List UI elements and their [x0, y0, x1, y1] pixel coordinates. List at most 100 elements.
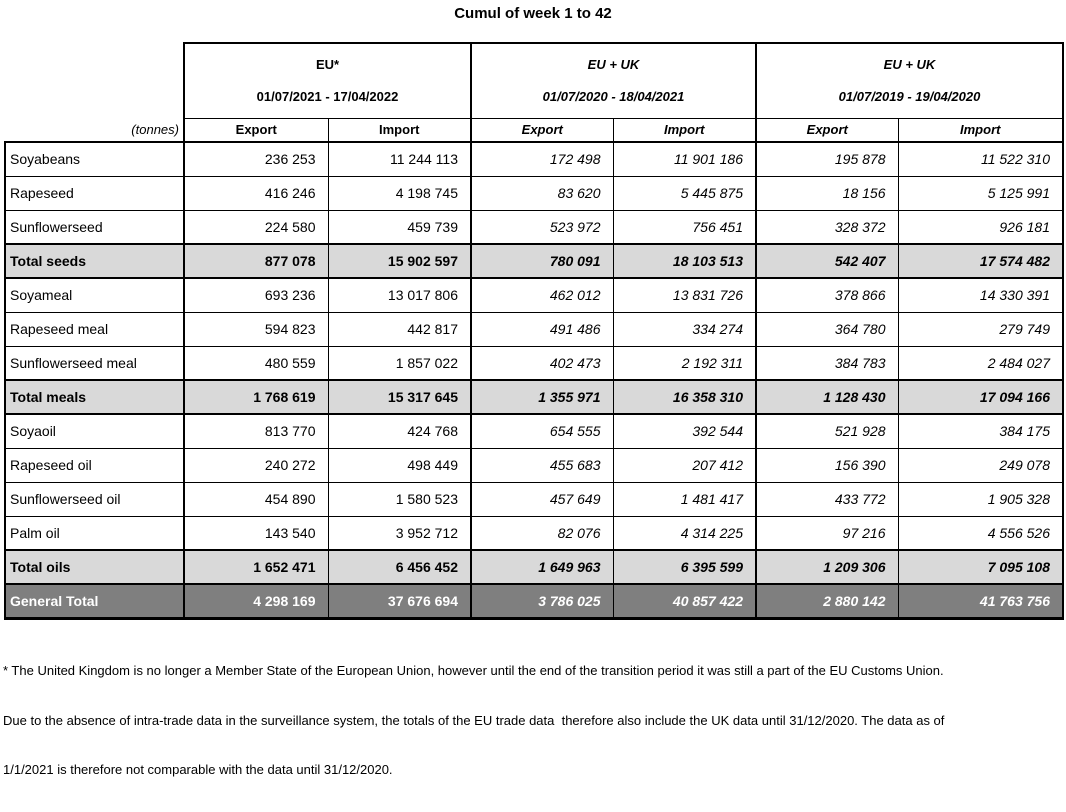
- value-cell: 1 209 306: [755, 549, 899, 585]
- value-cell: 392 544: [612, 413, 757, 449]
- value-cell: 2 192 311: [612, 345, 757, 381]
- value-cell: 454 890: [183, 481, 329, 517]
- value-cell: 813 770: [183, 413, 329, 449]
- value-cell: 523 972: [470, 209, 614, 245]
- value-cell: 1 905 328: [897, 481, 1064, 517]
- value-cell: 4 198 745: [327, 175, 472, 211]
- value-cell: 11 522 310: [897, 141, 1064, 177]
- value-cell: 442 817: [327, 311, 472, 347]
- row-label: Total oils: [4, 549, 185, 585]
- value-cell: 97 216: [755, 515, 899, 551]
- value-cell: 4 556 526: [897, 515, 1064, 551]
- subheader-row: (tonnes) Export Import Export Import Exp…: [5, 118, 1064, 143]
- value-cell: 328 372: [755, 209, 899, 245]
- row-label: Rapeseed: [4, 175, 185, 211]
- group-header-eu: EU* 01/07/2021 - 17/04/2022: [183, 42, 471, 119]
- col-header-import: Import: [327, 118, 471, 143]
- value-cell: 480 559: [183, 345, 329, 381]
- page: Cumul of week 1 to 42 EU* 01/07/2021 - 1…: [3, 5, 1064, 777]
- value-cell: 1 128 430: [755, 379, 899, 415]
- row-label: Soyameal: [4, 277, 185, 313]
- value-cell: 15 317 645: [327, 379, 472, 415]
- subtotal-row: Total seeds 877 078 15 902 597 780 091 18 10…: [4, 243, 1064, 279]
- value-cell: 83 620: [470, 175, 614, 211]
- value-cell: 143 540: [183, 515, 329, 551]
- table-row: Rapeseed meal 594 823 442 817 491 486 334 27…: [4, 311, 1064, 347]
- table-row: Sunflowerseed oil 454 890 1 580 523 457 649…: [4, 481, 1064, 517]
- value-cell: 18 156: [755, 175, 899, 211]
- corner-cell: [5, 43, 184, 118]
- value-cell: 654 555: [470, 413, 614, 449]
- value-cell: 416 246: [183, 175, 329, 211]
- group-header-eu-uk-2020: EU + UK 01/07/2020 - 18/04/2021: [470, 42, 756, 119]
- value-cell: 37 676 694: [327, 583, 472, 620]
- table-row: Soyaoil 813 770 424 768 654 555 392 544 521 9…: [4, 413, 1064, 449]
- subtotal-row: Total meals 1 768 619 15 317 645 1 355 971 1…: [4, 379, 1064, 415]
- row-label: Total seeds: [4, 243, 185, 279]
- value-cell: 594 823: [183, 311, 329, 347]
- table-row: Soyabeans 236 253 11 244 113 172 498 11 901 …: [4, 141, 1064, 177]
- value-cell: 4 314 225: [612, 515, 757, 551]
- row-label: Sunflowerseed oil: [4, 481, 185, 517]
- group-period: 01/07/2021 - 17/04/2022: [256, 89, 399, 105]
- value-cell: 13 831 726: [612, 277, 757, 313]
- value-cell: 877 078: [183, 243, 329, 279]
- col-header-export: Export: [470, 118, 613, 143]
- value-cell: 780 091: [470, 243, 614, 279]
- col-header-import: Import: [612, 118, 756, 143]
- value-cell: 521 928: [755, 413, 899, 449]
- row-label: Rapeseed meal: [4, 311, 185, 347]
- value-cell: 249 078: [897, 447, 1064, 483]
- value-cell: 1 481 417: [612, 481, 757, 517]
- group-period: 01/07/2020 - 18/04/2021: [542, 89, 685, 105]
- col-header-import: Import: [897, 118, 1064, 143]
- value-cell: 6 395 599: [612, 549, 757, 585]
- value-cell: 334 274: [612, 311, 757, 347]
- value-cell: 384 175: [897, 413, 1064, 449]
- value-cell: 457 649: [470, 481, 614, 517]
- value-cell: 15 902 597: [327, 243, 472, 279]
- value-cell: 384 783: [755, 345, 899, 381]
- page-title: Cumul of week 1 to 42: [454, 5, 612, 22]
- table-row: Sunflowerseed meal 480 559 1 857 022 402 47…: [4, 345, 1064, 381]
- group-region: EU + UK: [883, 57, 936, 73]
- value-cell: 462 012: [470, 277, 614, 313]
- value-cell: 433 772: [755, 481, 899, 517]
- subtotal-row: Total oils 1 652 471 6 456 452 1 649 963 6 3…: [4, 549, 1064, 585]
- value-cell: 1 857 022: [327, 345, 472, 381]
- unit-label: (tonnes): [5, 118, 184, 143]
- row-label: Palm oil: [4, 515, 185, 551]
- value-cell: 17 094 166: [897, 379, 1064, 415]
- value-cell: 13 017 806: [327, 277, 472, 313]
- value-cell: 4 298 169: [183, 583, 329, 620]
- value-cell: 1 649 963: [470, 549, 614, 585]
- value-cell: 378 866: [755, 277, 899, 313]
- value-cell: 3 786 025: [470, 583, 614, 620]
- value-cell: 82 076: [470, 515, 614, 551]
- value-cell: 195 878: [755, 141, 899, 177]
- value-cell: 41 763 756: [897, 583, 1064, 620]
- value-cell: 2 880 142: [755, 583, 899, 620]
- value-cell: 156 390: [755, 447, 899, 483]
- value-cell: 424 768: [327, 413, 472, 449]
- value-cell: 693 236: [183, 277, 329, 313]
- value-cell: 756 451: [612, 209, 757, 245]
- value-cell: 926 181: [897, 209, 1064, 245]
- row-label: Soyaoil: [4, 413, 185, 449]
- col-header-export: Export: [755, 118, 898, 143]
- value-cell: 11 901 186: [612, 141, 757, 177]
- value-cell: 1 768 619: [183, 379, 329, 415]
- value-cell: 40 857 422: [612, 583, 757, 620]
- table-row: Soyameal 693 236 13 017 806 462 012 13 831 7…: [4, 277, 1064, 313]
- value-cell: 402 473: [470, 345, 614, 381]
- footnote-line: 1/1/2021 is therefore not comparable wit…: [3, 762, 393, 777]
- value-cell: 3 952 712: [327, 515, 472, 551]
- table-row: Sunflowerseed 224 580 459 739 523 972 756 45…: [4, 209, 1064, 245]
- group-header-row: EU* 01/07/2021 - 17/04/2022 EU + UK 01/0…: [5, 42, 1064, 119]
- value-cell: 1 652 471: [183, 549, 329, 585]
- group-region: EU*: [315, 57, 340, 73]
- footnote-line: Due to the absence of intra-trade data i…: [3, 712, 945, 728]
- value-cell: 1 580 523: [327, 481, 472, 517]
- value-cell: 172 498: [470, 141, 614, 177]
- row-label: Rapeseed oil: [4, 447, 185, 483]
